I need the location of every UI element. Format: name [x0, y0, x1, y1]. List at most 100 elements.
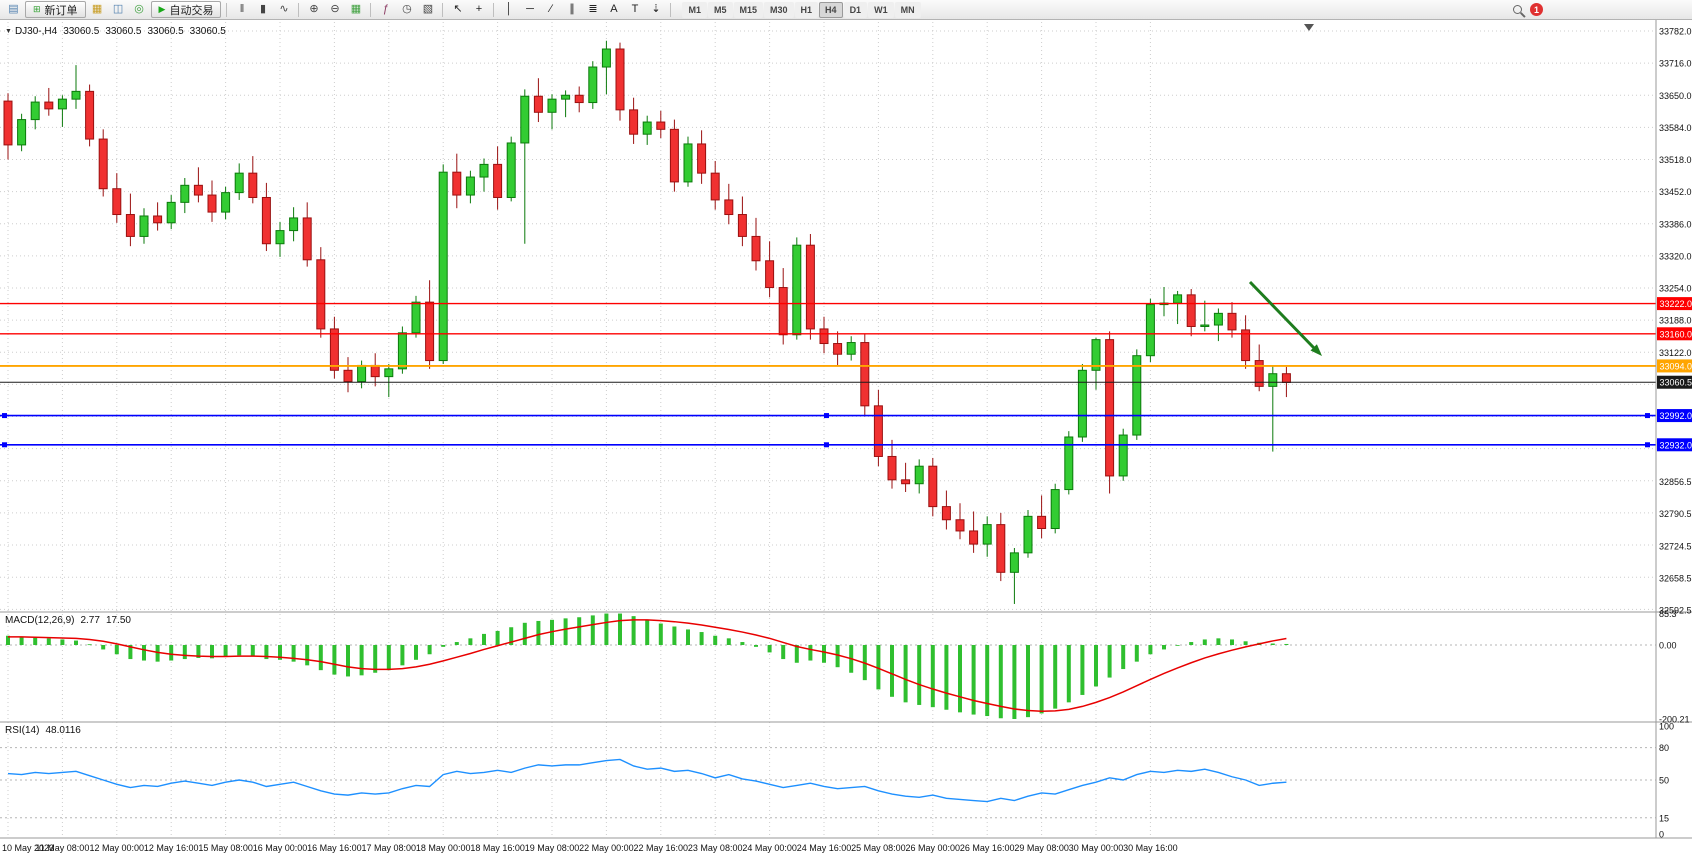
macd-signal-line [8, 619, 1287, 712]
line-chart-icon[interactable]: ∿ [279, 3, 289, 15]
auto-trading-button[interactable]: ▶ 自动交易 [150, 1, 222, 18]
macd-bar [237, 645, 242, 656]
search-icon[interactable] [1513, 5, 1522, 14]
trend-arrow-annotation[interactable] [1248, 280, 1322, 356]
macd-bar [305, 645, 310, 666]
macd-bar [74, 640, 78, 645]
macd-bar [1162, 645, 1166, 650]
timeframe-W1[interactable]: W1 [868, 1, 894, 18]
svg-text:26 May 16:00: 26 May 16:00 [960, 843, 1015, 853]
svg-text:32932.0: 32932.0 [1660, 440, 1692, 450]
svg-text:100: 100 [1659, 722, 1674, 732]
candlestick-chart-icon[interactable]: ▮ [259, 3, 266, 15]
market-watch-icon[interactable]: ▦ [91, 3, 103, 15]
timeframe-H1[interactable]: H1 [794, 1, 819, 18]
macd-signal-value: 17.50 [105, 615, 131, 626]
macd-bar [114, 645, 119, 655]
macd-bar [250, 645, 255, 657]
periods-icon[interactable]: ◷ [402, 3, 412, 15]
macd-bar [509, 627, 514, 645]
timeframe-H4[interactable]: H4 [819, 1, 843, 18]
line-handle[interactable] [1645, 413, 1650, 419]
trendline-icon[interactable]: ∕ [550, 3, 552, 15]
svg-text:10 May 2023: 10 May 2023 [2, 843, 54, 853]
macd-bar [577, 617, 582, 645]
notification-badge[interactable]: 1 [1530, 3, 1543, 16]
cursor-icon[interactable]: ↖ [453, 3, 463, 15]
macd-bar [917, 645, 922, 705]
macd-bar [386, 645, 391, 671]
svg-text:24 May 16:00: 24 May 16:00 [797, 843, 852, 853]
indicators-icon[interactable]: ƒ [382, 3, 390, 15]
macd-bar [441, 645, 446, 647]
svg-text:32592.5: 32592.5 [1659, 606, 1692, 616]
zoom-out-icon[interactable]: ⊖ [330, 3, 340, 15]
bear-candle [860, 342, 870, 407]
bear-candle [1227, 312, 1237, 331]
crosshair-icon[interactable]: + [475, 3, 483, 15]
chart-collapse-icon[interactable]: ▼ [5, 28, 12, 35]
line-handle[interactable] [824, 442, 829, 448]
vertical-line-icon[interactable]: │ [505, 3, 513, 15]
timeframe-selector: M1 M5 M15 M30 H1 H4 D1 W1 MN [682, 1, 921, 18]
timeframe-M1[interactable]: M1 [682, 1, 707, 18]
bull-candle [221, 192, 231, 213]
price-badge [1657, 359, 1692, 373]
fibonacci-icon[interactable]: ≣ [588, 3, 598, 15]
toolbar-separator [226, 2, 228, 17]
timeframe-M30[interactable]: M30 [764, 1, 794, 18]
svg-text:30 May 16:00: 30 May 16:00 [1123, 843, 1178, 853]
bear-candle [425, 301, 435, 362]
svg-text:33518.0: 33518.0 [1659, 155, 1692, 165]
svg-text:22 May 16:00: 22 May 16:00 [634, 843, 689, 853]
navigator-icon[interactable]: ◎ [134, 3, 144, 15]
bear-candle [941, 506, 951, 521]
macd-bar [400, 645, 405, 666]
bear-candle [996, 524, 1006, 573]
macd-bar [1243, 641, 1248, 645]
arrows-icon[interactable]: ⇣ [651, 3, 661, 15]
timeframe-MN[interactable]: MN [894, 1, 921, 18]
timeframe-D1[interactable]: D1 [843, 1, 868, 18]
bull-candle [1091, 339, 1101, 371]
bear-candle [887, 455, 897, 481]
bar-chart-icon[interactable]: ‖ [239, 3, 245, 15]
timeframe-M15[interactable]: M15 [733, 1, 764, 18]
tile-windows-icon[interactable]: ▦ [350, 3, 362, 15]
new-chart-icon[interactable]: ▤ [8, 3, 19, 15]
rsi-name: RSI(14) [5, 725, 40, 736]
new-order-button[interactable]: ⊞ 新订单 [25, 1, 86, 18]
data-window-icon[interactable]: ◫ [112, 3, 124, 15]
vertical-gridlines [7, 22, 1151, 836]
horizontal-line-icon[interactable]: ─ [526, 3, 534, 15]
line-handle[interactable] [824, 413, 829, 419]
bear-candle [533, 95, 543, 113]
svg-text:0: 0 [1659, 830, 1664, 840]
bull-candle [180, 184, 190, 203]
macd-bar [101, 645, 106, 650]
label-icon[interactable]: T [631, 3, 639, 15]
chart-shift-marker[interactable] [1304, 24, 1314, 31]
line-handle[interactable] [1645, 442, 1650, 448]
low-value: 33060.5 [147, 26, 184, 37]
price-axis[interactable]: 33782.0 33716.0 33650.0 33584.0 33518.0 33452… [1657, 27, 1692, 616]
horizontal-level-lines[interactable] [0, 302, 1656, 448]
text-icon[interactable]: A [610, 3, 618, 15]
timeframe-M5[interactable]: M5 [707, 1, 733, 18]
macd-bar [128, 645, 133, 660]
macd-bar [427, 645, 432, 655]
macd-bar [1039, 645, 1044, 714]
line-handle[interactable] [2, 413, 7, 419]
svg-text:33716.0: 33716.0 [1659, 59, 1692, 69]
macd-bar [767, 645, 772, 653]
panel-separators [0, 20, 1692, 839]
templates-icon[interactable]: ▧ [422, 3, 434, 15]
channel-icon[interactable]: ∥ [569, 3, 575, 15]
line-handle[interactable] [2, 442, 7, 448]
svg-text:33094.0: 33094.0 [1660, 361, 1692, 371]
zoom-in-icon[interactable]: ⊕ [309, 3, 319, 15]
macd-bar [835, 645, 840, 668]
